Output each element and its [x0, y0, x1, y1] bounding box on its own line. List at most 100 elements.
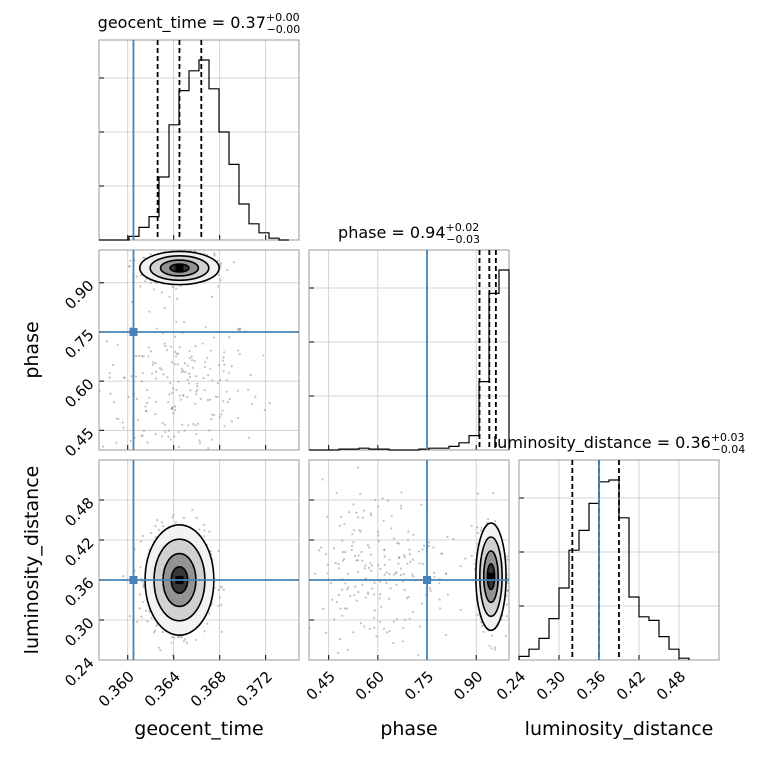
scatter-point: [142, 256, 145, 259]
scatter-point: [492, 491, 495, 495]
scatter-point: [216, 382, 219, 385]
scatter-point: [188, 349, 191, 353]
scatter-point: [210, 418, 213, 421]
scatter-point: [470, 554, 473, 558]
scatter-point: [169, 382, 172, 385]
scatter-point: [222, 588, 225, 591]
scatter-point: [137, 418, 140, 422]
scatter-point: [130, 375, 133, 378]
scatter-point: [446, 535, 449, 539]
scatter-point: [152, 363, 155, 366]
scatter-point: [178, 636, 181, 639]
scatter-point: [367, 566, 371, 570]
scatter-point: [397, 562, 400, 565]
scatter-point: [417, 654, 420, 657]
scatter-point: [108, 371, 111, 375]
scatter-point: [420, 503, 423, 506]
scatter-point: [171, 406, 174, 409]
scatter-point: [360, 550, 363, 554]
scatter-point: [177, 352, 180, 355]
scatter-point: [494, 519, 497, 523]
scatter-point: [332, 547, 336, 550]
scatter-point: [383, 563, 387, 567]
scatter-point: [192, 422, 195, 426]
scatter-point: [170, 641, 173, 644]
scatter-point: [140, 380, 144, 383]
scatter-point: [326, 515, 329, 518]
scatter-point: [170, 408, 173, 411]
scatter-point: [161, 421, 164, 425]
scatter-point: [341, 588, 344, 591]
scatter-point: [221, 409, 224, 412]
scatter-point: [213, 252, 216, 255]
scatter-point: [356, 559, 360, 562]
scatter-point: [165, 348, 169, 352]
scatter-point: [331, 598, 334, 601]
scatter-point: [217, 604, 220, 607]
scatter-point: [378, 620, 382, 623]
scatter-point: [218, 379, 222, 382]
scatter-point: [196, 382, 199, 385]
scatter-point: [369, 514, 373, 517]
scatter-point: [369, 562, 372, 565]
scatter-point: [407, 530, 410, 533]
panel-luminosity_distance: [518, 459, 720, 661]
scatter-point: [236, 416, 240, 420]
scatter-point: [373, 581, 376, 584]
scatter-point: [214, 395, 217, 398]
scatter-point: [139, 540, 142, 543]
scatter-point: [150, 616, 153, 619]
scatter-point: [141, 534, 144, 538]
scatter-point: [239, 328, 242, 331]
scatter-point: [366, 591, 370, 594]
scatter-point: [182, 321, 186, 324]
scatter-point: [437, 582, 441, 585]
scatter-point: [399, 573, 402, 577]
scatter-point: [156, 519, 159, 522]
scatter-point: [419, 625, 422, 628]
scatter-point: [170, 361, 174, 364]
scatter-point: [422, 544, 426, 547]
scatter-point: [135, 397, 139, 400]
title-plus: +0.00: [266, 11, 300, 24]
scatter-point: [379, 567, 382, 571]
scatter-point: [148, 396, 151, 400]
scatter-point: [383, 548, 386, 552]
scatter-point: [314, 572, 317, 575]
scatter-point: [144, 405, 147, 408]
scatter-point: [149, 253, 152, 256]
title-main: luminosity_distance = 0.36: [493, 433, 711, 453]
scatter-point: [223, 363, 226, 366]
scatter-point: [162, 525, 165, 528]
panel-title-geocent_time: geocent_time = 0.37+0.00 −0.00: [98, 11, 301, 36]
scatter-point: [162, 373, 165, 376]
scatter-point: [334, 561, 337, 565]
scatter-point: [105, 340, 109, 343]
scatter-point: [459, 564, 462, 568]
scatter-point: [171, 406, 174, 409]
scatter-point: [476, 613, 479, 617]
scatter-point: [173, 335, 177, 338]
scatter-point: [346, 588, 349, 591]
scatter-point: [400, 507, 403, 510]
scatter-point: [337, 593, 340, 597]
scatter-point: [146, 620, 149, 623]
scatter-point: [193, 359, 196, 363]
scatter-point: [389, 587, 392, 590]
scatter-point: [196, 385, 199, 388]
scatter-point: [153, 629, 157, 632]
scatter-point: [247, 388, 250, 391]
scatter-point: [335, 600, 338, 604]
scatter-point: [374, 498, 377, 502]
scatter-point: [216, 259, 219, 262]
scatter-point: [505, 615, 508, 618]
scatter-point: [142, 600, 145, 604]
scatter-point: [506, 589, 509, 592]
scatter-point: [490, 634, 494, 637]
scatter-point: [377, 540, 380, 543]
scatter-point: [158, 367, 162, 370]
scatter-point: [411, 558, 414, 561]
scatter-point: [187, 424, 190, 427]
